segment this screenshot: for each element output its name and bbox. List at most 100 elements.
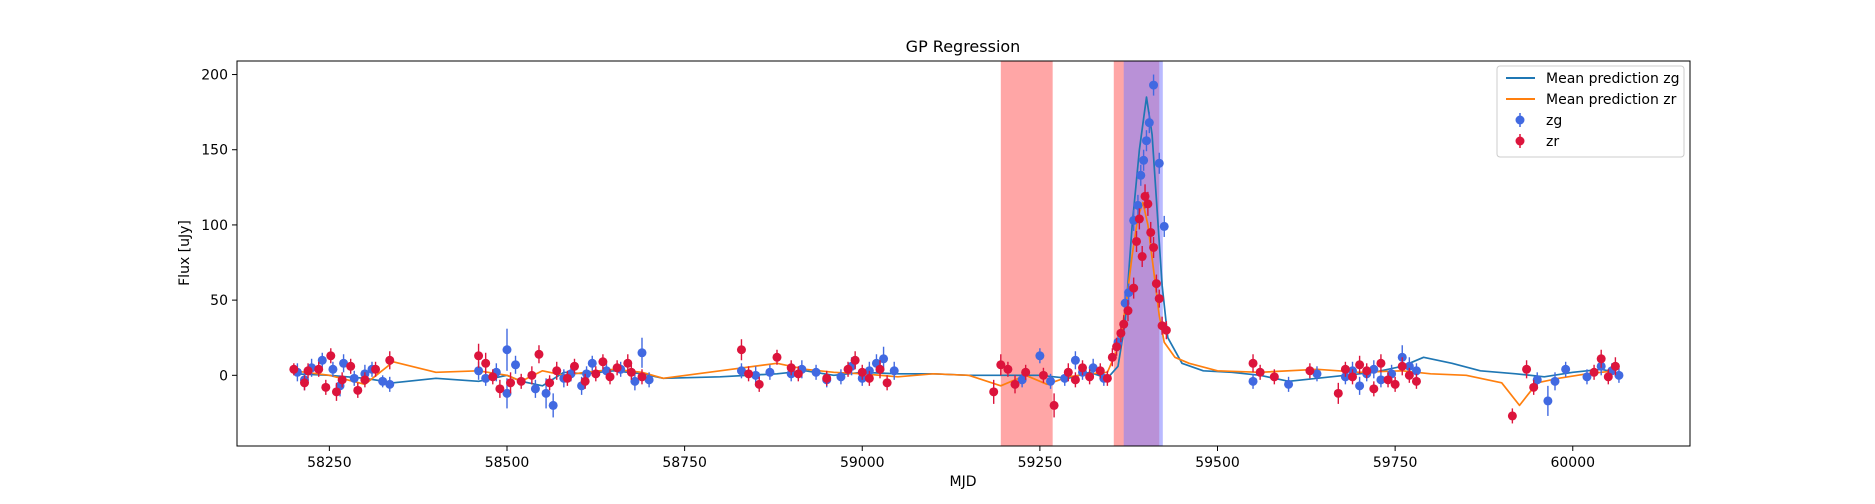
point-zg-79 — [1543, 396, 1553, 406]
point-zr-16 — [495, 384, 505, 394]
point-zg-12 — [474, 366, 484, 376]
point-zr-62 — [1119, 319, 1129, 329]
point-zg-36 — [811, 367, 821, 377]
point-zr-48 — [1003, 364, 1013, 374]
point-zr-78 — [1269, 372, 1279, 382]
point-zg-33 — [765, 367, 775, 377]
x-axis-label: MJD — [950, 474, 977, 490]
point-zg-60 — [1141, 136, 1151, 146]
point-zr-83 — [1355, 360, 1365, 370]
point-zr-10 — [360, 375, 370, 385]
point-zr-51 — [1038, 370, 1048, 380]
point-zr-44 — [875, 364, 885, 374]
legend-label-mean-zg: Mean prediction zg — [1546, 71, 1680, 87]
point-zr-57 — [1095, 366, 1105, 376]
point-zr-89 — [1397, 361, 1407, 371]
x-tick-label-60000: 60000 — [1550, 455, 1595, 471]
point-zr-67 — [1137, 252, 1147, 262]
point-zg-65 — [1248, 376, 1258, 386]
point-zr-59 — [1107, 352, 1117, 362]
point-zr-27 — [598, 357, 608, 367]
point-zr-66 — [1134, 214, 1144, 224]
x-tick-label-59000: 59000 — [840, 455, 885, 471]
point-zg-4 — [328, 364, 338, 374]
point-zg-7 — [349, 373, 359, 383]
point-zr-85 — [1369, 384, 1379, 394]
point-zr-26 — [591, 369, 601, 379]
point-zr-11 — [371, 364, 381, 374]
point-zr-90 — [1404, 370, 1414, 380]
point-zg-32 — [751, 370, 761, 380]
point-zr-13 — [474, 351, 484, 361]
point-zr-70 — [1146, 227, 1156, 237]
legend-swatch-zr — [1515, 136, 1525, 146]
point-zg-81 — [1561, 364, 1571, 374]
point-zg-77 — [1411, 366, 1421, 376]
point-zg-17 — [511, 360, 521, 370]
point-zr-77 — [1255, 367, 1265, 377]
point-zr-93 — [1522, 364, 1532, 374]
point-zr-92 — [1507, 411, 1517, 421]
point-zg-85 — [1614, 370, 1624, 380]
x-axis-ticks: 58250 58500 58750 59000 59250 59500 59750 60000 — [307, 446, 1595, 471]
point-zr-91 — [1411, 376, 1421, 386]
point-zg-11 — [385, 379, 395, 389]
point-zr-95 — [1589, 367, 1599, 377]
point-zr-24 — [569, 361, 579, 371]
point-zg-19 — [541, 388, 551, 398]
point-zr-34 — [744, 369, 754, 379]
point-zg-62 — [1149, 80, 1159, 90]
point-zg-15 — [502, 388, 512, 398]
point-zr-20 — [534, 349, 544, 359]
point-zg-46 — [1035, 351, 1045, 361]
point-zr-8 — [346, 361, 356, 371]
point-zr-60 — [1112, 342, 1122, 352]
x-tick-label-59750: 59750 — [1373, 455, 1418, 471]
x-tick-label-58500: 58500 — [485, 455, 530, 471]
point-zr-32 — [637, 372, 647, 382]
point-zr-80 — [1333, 388, 1343, 398]
point-zg-44 — [889, 366, 899, 376]
point-zg-38 — [836, 372, 846, 382]
point-zr-35 — [754, 379, 764, 389]
point-zg-66 — [1284, 379, 1294, 389]
point-zg-57 — [1133, 200, 1143, 210]
x-tick-label-58750: 58750 — [662, 455, 707, 471]
point-zr-2 — [303, 366, 313, 376]
point-zg-45 — [1017, 375, 1027, 385]
point-zg-47 — [1046, 376, 1056, 386]
point-zr-3 — [314, 364, 324, 374]
point-zr-0 — [289, 364, 299, 374]
point-zr-41 — [850, 355, 860, 365]
point-zr-64 — [1129, 283, 1139, 293]
point-zr-88 — [1390, 379, 1400, 389]
point-zr-37 — [786, 363, 796, 373]
point-zg-76 — [1404, 361, 1414, 371]
point-zr-98 — [1610, 361, 1620, 371]
y-tick-label-200: 200 — [201, 68, 228, 84]
point-zr-18 — [516, 376, 526, 386]
point-zr-42 — [857, 367, 867, 377]
point-zr-56 — [1085, 372, 1095, 382]
point-zg-73 — [1376, 375, 1386, 385]
point-zg-6 — [339, 358, 349, 368]
point-zg-72 — [1369, 364, 1379, 374]
point-zg-67 — [1312, 369, 1322, 379]
y-axis-ticks: 0 50 100 150 200 — [201, 68, 237, 384]
point-zr-17 — [506, 378, 516, 388]
point-zr-79 — [1305, 366, 1315, 376]
point-zg-10 — [378, 376, 388, 386]
point-zg-31 — [736, 366, 746, 376]
point-zr-31 — [626, 367, 636, 377]
point-zr-94 — [1529, 382, 1539, 392]
legend-label-mean-zr: Mean prediction zr — [1546, 92, 1677, 108]
y-tick-label-0: 0 — [219, 368, 228, 384]
point-zg-24 — [582, 369, 592, 379]
point-zr-54 — [1070, 375, 1080, 385]
y-tick-label-100: 100 — [201, 218, 228, 234]
point-zr-69 — [1143, 199, 1153, 209]
point-zr-49 — [1010, 379, 1020, 389]
point-zr-55 — [1078, 363, 1088, 373]
point-zr-45 — [882, 378, 892, 388]
point-zg-80 — [1550, 376, 1560, 386]
